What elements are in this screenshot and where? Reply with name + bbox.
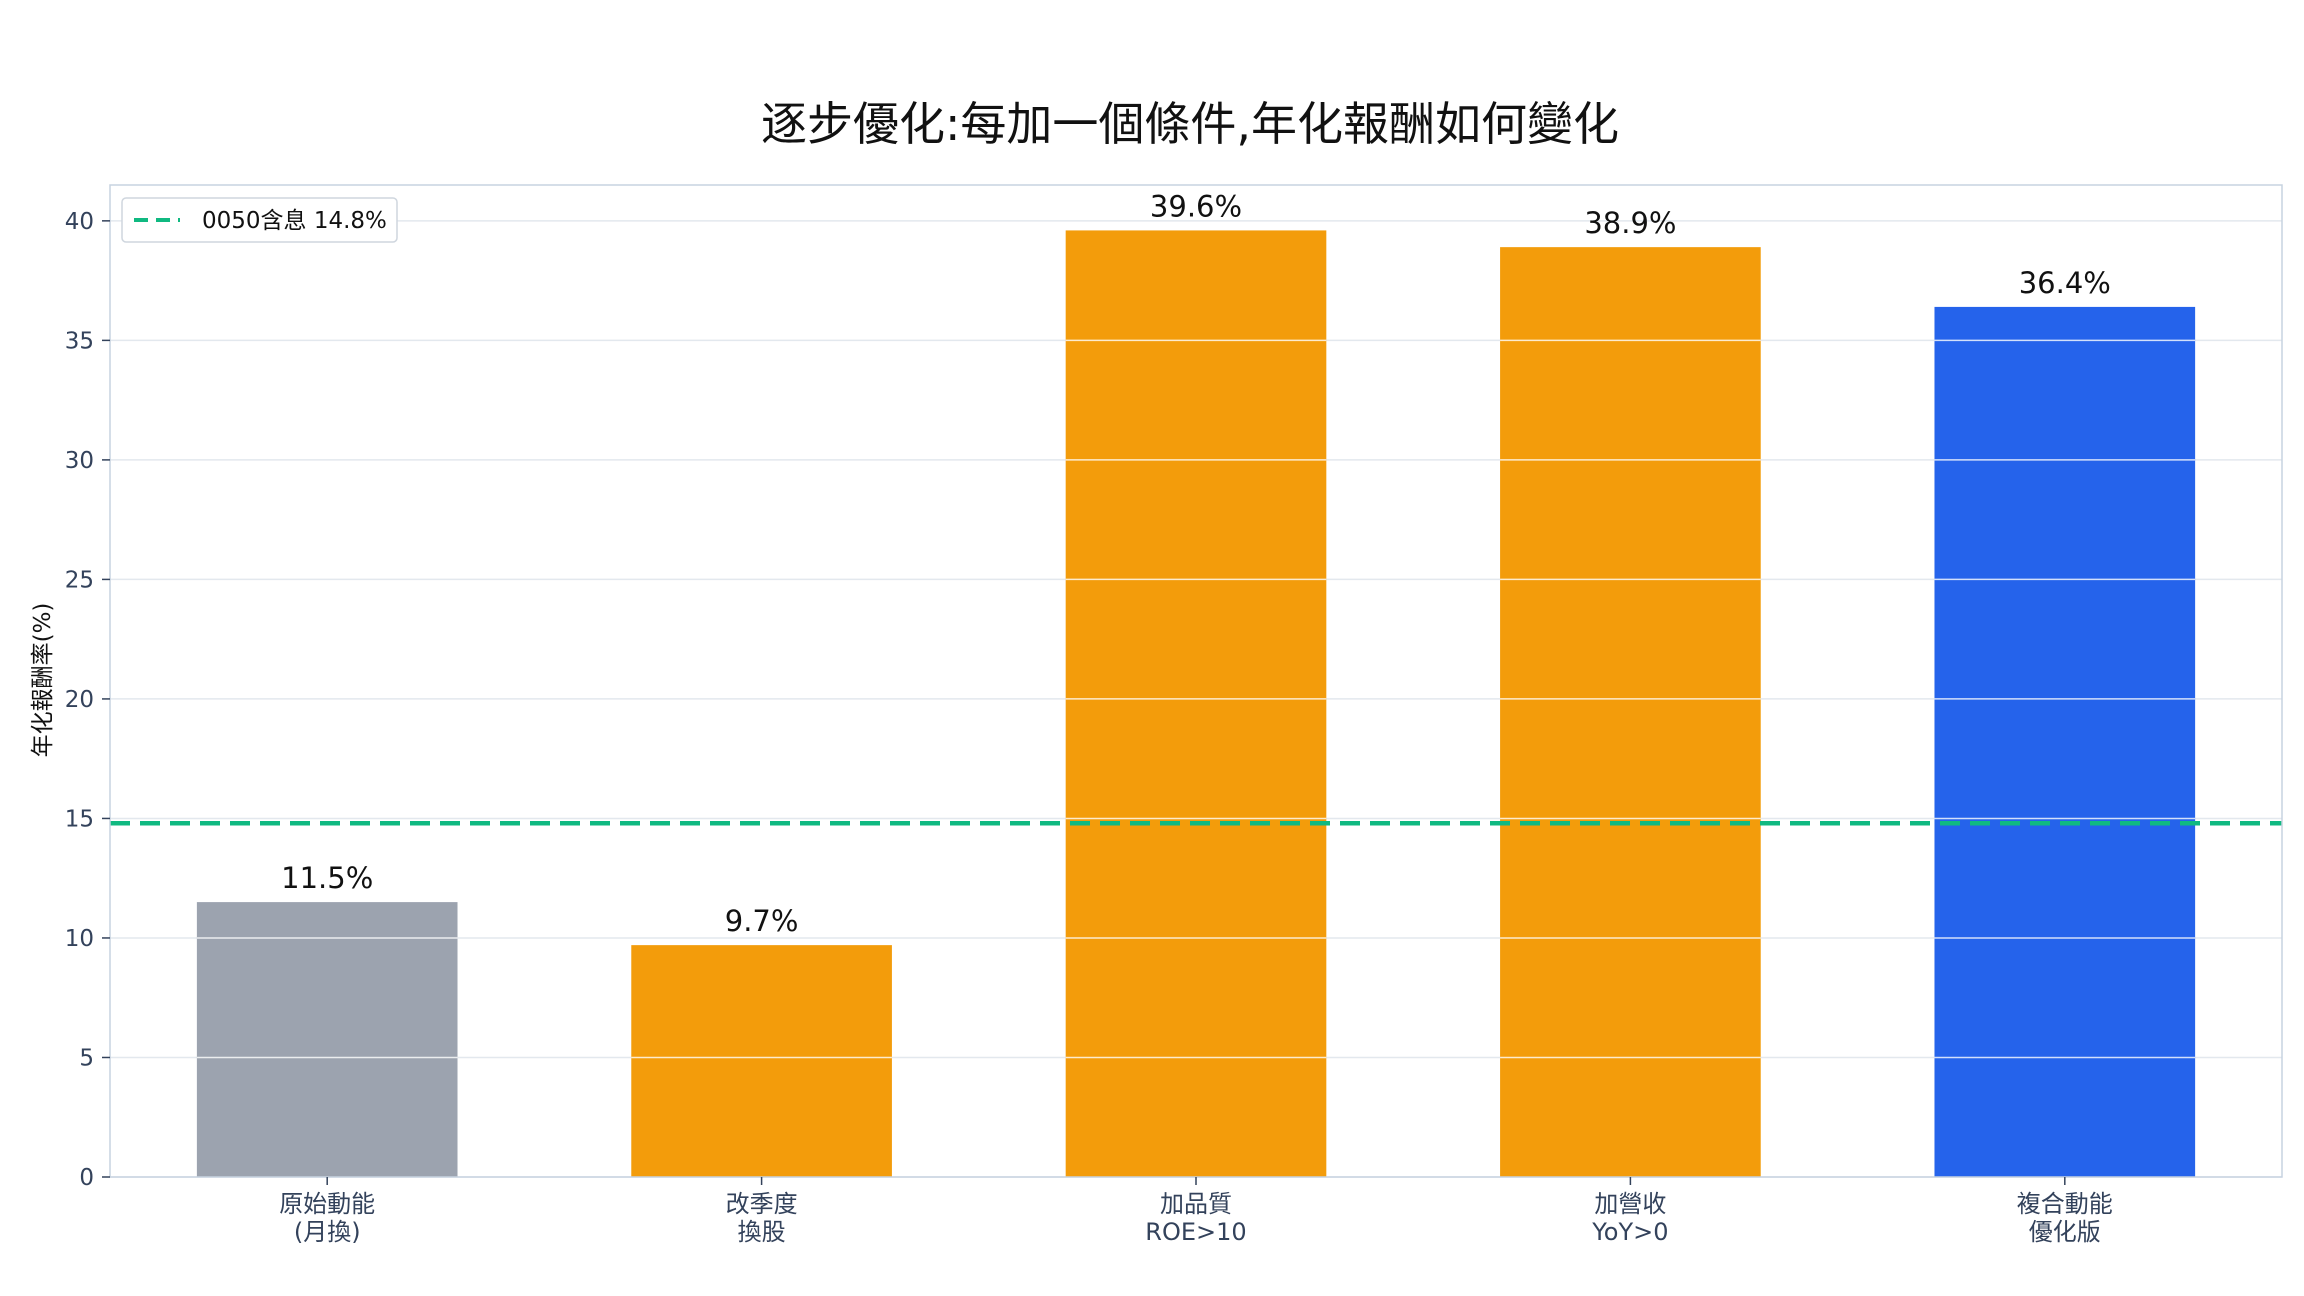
y-axis-label: 年化報酬率(%) xyxy=(30,603,56,758)
x-tick-label-line1: 加營收 xyxy=(1594,1190,1666,1218)
y-tick-label: 25 xyxy=(65,567,94,593)
x-tick-label-line2: (月換) xyxy=(294,1218,361,1246)
x-tick-label-line2: YoY>0 xyxy=(1591,1218,1668,1246)
y-axis: 0 5 10 15 20 25 30 35 40 xyxy=(65,209,110,1191)
bars xyxy=(196,230,2196,1177)
bar xyxy=(1065,230,1327,1177)
bar xyxy=(196,902,458,1177)
bar xyxy=(1500,247,1761,1177)
bar xyxy=(1934,306,2196,1177)
y-tick-label: 20 xyxy=(65,687,94,713)
y-tick-label: 0 xyxy=(79,1165,94,1191)
legend-box xyxy=(121,197,398,243)
x-tick-label-line2: 優化版 xyxy=(2029,1218,2101,1246)
y-tick-label: 15 xyxy=(65,806,94,832)
y-tick-label: 5 xyxy=(79,1045,94,1071)
y-tick-label: 10 xyxy=(65,926,94,952)
x-tick-label-line1: 改季度 xyxy=(726,1190,798,1218)
data-label: 11.5% xyxy=(281,861,373,895)
y-tick-label: 40 xyxy=(65,209,94,235)
y-tick-label: 35 xyxy=(65,328,94,354)
data-labels: 11.5% 9.7% 39.6% 38.9% 36.4% xyxy=(281,189,2111,938)
x-tick-label-line1: 加品質 xyxy=(1160,1190,1232,1218)
x-tick-label-line1: 複合動能 xyxy=(2017,1190,2113,1218)
x-tick-label-line2: 換股 xyxy=(738,1218,786,1246)
chart-title: 逐步優化:每加一個條件,年化報酬如何變化 xyxy=(761,97,1619,151)
legend-label: 0050含息 14.8% xyxy=(202,208,387,234)
legend: 0050含息 14.8% xyxy=(121,197,398,243)
data-label: 36.4% xyxy=(2019,266,2111,300)
y-tick-label: 30 xyxy=(65,448,94,474)
data-label: 38.9% xyxy=(1584,206,1676,240)
bar xyxy=(631,945,892,1177)
data-label: 39.6% xyxy=(1150,189,1242,223)
x-tick-label-line1: 原始動能 xyxy=(279,1190,375,1218)
x-tick-label-line2: ROE>10 xyxy=(1145,1218,1246,1246)
data-label: 9.7% xyxy=(725,904,799,938)
